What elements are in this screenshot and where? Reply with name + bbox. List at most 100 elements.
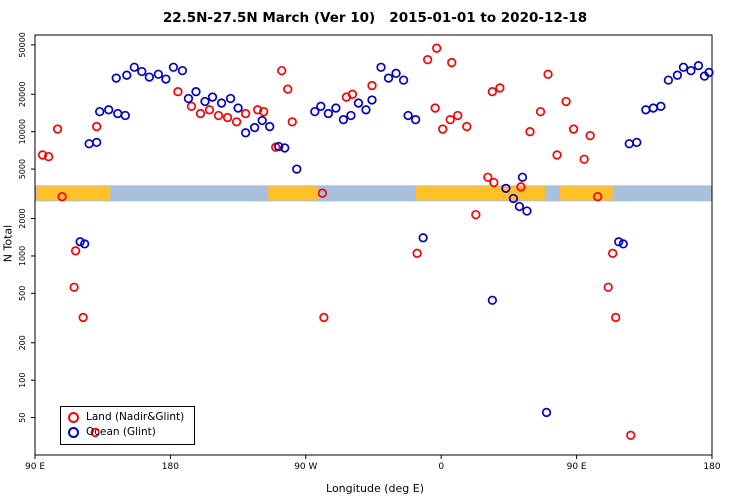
ocean-point (367, 95, 377, 105)
land-point (579, 154, 589, 164)
ocean-point (704, 67, 714, 78)
ocean-point (672, 70, 683, 80)
land-point (535, 106, 546, 117)
ocean-point (265, 121, 275, 132)
ocean-point (410, 114, 421, 125)
land-point (483, 172, 493, 182)
land-point (552, 150, 562, 160)
ocean-point (686, 65, 696, 76)
ocean-point (75, 237, 85, 247)
reference-band-highlight (560, 186, 613, 201)
ocean-point (656, 101, 666, 111)
land-point (495, 83, 505, 93)
ocean-point (292, 164, 302, 174)
x-axis-label: Longitude (deg E) (326, 482, 424, 495)
reference-band-highlight (36, 186, 111, 201)
ocean-point (233, 103, 243, 113)
ocean-point (403, 110, 413, 121)
x-tick-label: 180 (703, 462, 720, 472)
y-tick-label: 2000 (18, 208, 27, 228)
land-point (543, 69, 553, 79)
x-tick-label: 90 E (25, 462, 45, 472)
land-point (438, 124, 448, 134)
ocean-point (376, 62, 386, 72)
land-point (213, 110, 224, 121)
ocean-point (79, 239, 90, 249)
land-point (626, 430, 636, 440)
land-point (412, 248, 422, 258)
land-point (52, 124, 63, 134)
y-tick-label: 50000 (18, 32, 27, 57)
land-point (92, 121, 102, 132)
ocean-point (200, 96, 210, 107)
legend-label-land: Land (Nadir&Glint) (86, 411, 185, 424)
ocean-point (501, 183, 511, 193)
ocean-point (641, 105, 651, 115)
ocean-point (624, 139, 634, 149)
land-point (611, 312, 621, 323)
land-point (367, 80, 377, 91)
ocean-point (398, 75, 409, 85)
ocean-point (137, 66, 147, 77)
y-axis-label: N Total (1, 224, 15, 263)
legend-item-ocean: Ocean (Glint) (68, 425, 184, 440)
ocean-point (522, 206, 532, 216)
ocean-point (331, 103, 341, 113)
legend: Land (Nadir&Glint) Ocean (Glint) (60, 406, 196, 445)
ocean-point (514, 201, 525, 212)
y-tick-label: 100 (18, 373, 27, 388)
land-marker-icon (68, 412, 79, 423)
ocean-point (104, 105, 114, 115)
ocean-point (648, 103, 658, 113)
reference-band-highlight (268, 186, 318, 201)
land-point (568, 124, 579, 134)
land-point (90, 427, 100, 438)
land-point (430, 103, 440, 113)
x-tick-label: 90 E (567, 462, 587, 472)
reference-band-highlight (415, 186, 546, 201)
land-point (445, 114, 455, 125)
land-point (585, 130, 595, 141)
ocean-point (323, 108, 334, 119)
ocean-point (274, 141, 284, 152)
land-point (525, 127, 535, 137)
ocean-point (191, 87, 201, 97)
legend-item-land: Land (Nadir&Glint) (68, 410, 184, 425)
ocean-point (391, 68, 401, 78)
land-point (453, 110, 463, 121)
land-point (277, 65, 287, 76)
ocean-point (113, 108, 123, 119)
y-tick-label: 1000 (18, 246, 27, 266)
land-point (222, 112, 233, 123)
ocean-point (487, 295, 498, 305)
y-tick-label: 50 (18, 413, 27, 423)
ocean-point (177, 65, 188, 76)
land-point (432, 43, 442, 53)
land-point (462, 121, 472, 132)
ocean-point (84, 139, 94, 149)
land-point (43, 151, 54, 162)
land-point (447, 57, 457, 68)
land-point (516, 182, 526, 192)
land-point (287, 117, 297, 127)
land-point (57, 192, 67, 202)
y-tick-label: 20000 (18, 82, 27, 107)
ocean-point (678, 62, 689, 72)
land-point (240, 108, 251, 119)
chart-title: 22.5N-27.5N March (Ver 10) 2015-01-01 to… (162, 10, 588, 26)
land-point (69, 282, 79, 292)
ocean-point (207, 92, 218, 102)
land-point (253, 105, 263, 115)
land-point (347, 89, 358, 99)
ocean-point (346, 110, 356, 121)
ocean-point (418, 233, 428, 243)
ocean-point (111, 73, 121, 83)
land-point (489, 177, 499, 188)
land-point (608, 248, 618, 258)
land-point (195, 108, 206, 119)
land-point (317, 188, 327, 198)
ocean-point (310, 106, 320, 117)
ocean-point (614, 237, 624, 247)
